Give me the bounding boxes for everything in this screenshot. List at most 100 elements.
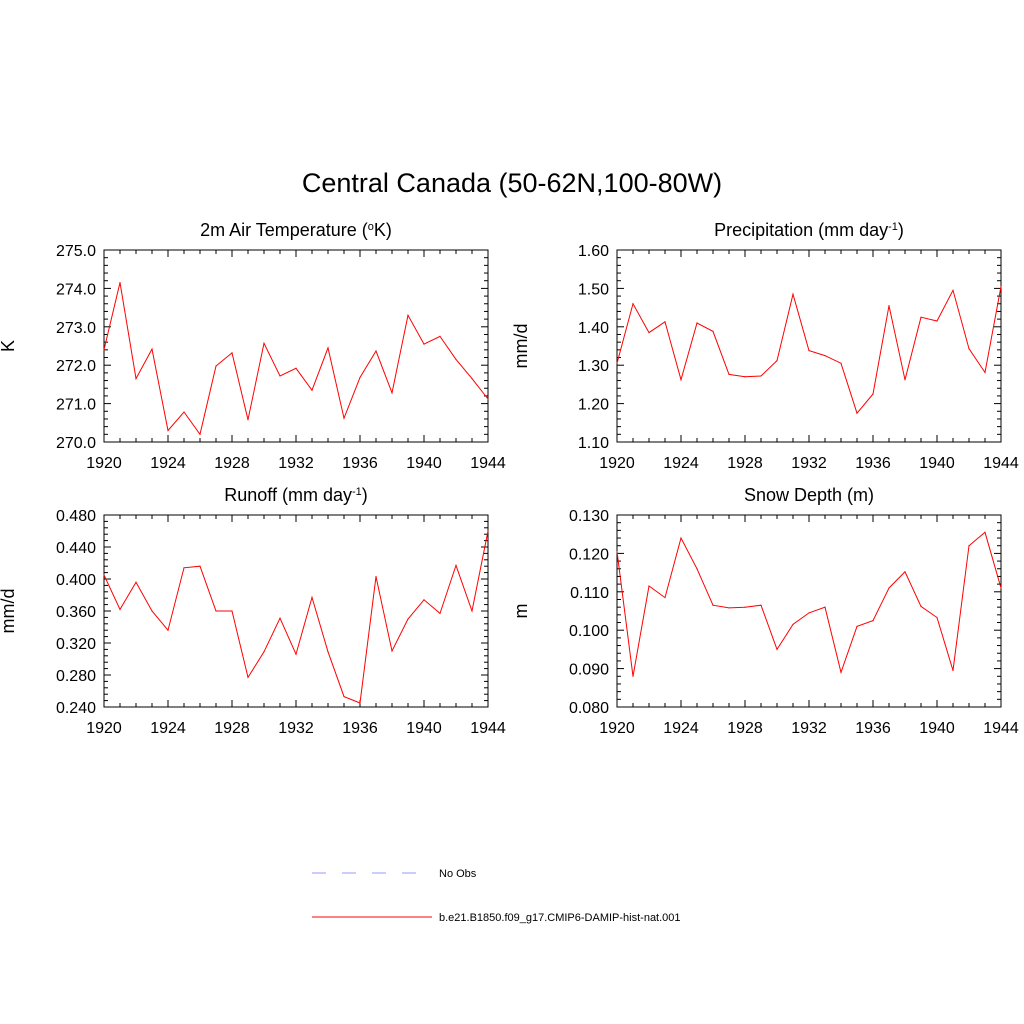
data-point [824,355,826,357]
x-tick-label: 1920 [599,720,635,737]
data-point [792,293,794,295]
x-tick-label: 1940 [406,720,442,737]
data-point [439,612,441,615]
y-axis-label: mm/d [511,324,531,369]
data-point [295,367,297,369]
data-point [343,417,345,419]
page-title: Central Canada (50-62N,100-80W) [301,168,723,198]
data-point [968,545,970,547]
y-tick-label: 272.0 [56,358,96,375]
data-point [167,629,169,631]
x-tick-label: 1932 [791,455,827,472]
data-point [135,378,137,380]
data-point [632,303,634,305]
y-axis-label: mm/d [0,589,18,634]
data-point [151,610,153,612]
data-point [856,625,858,627]
panel-title-sup: o [368,221,374,233]
data-point [680,379,682,381]
data-point [247,419,249,421]
panel-3: 1920 1924 1928 1932 1936 1940 1944 0.240 0.280 0.… [0,485,506,737]
data-point [215,365,217,367]
x-tick-label: 1928 [214,720,250,737]
data-point [439,335,441,337]
data-point [215,610,217,612]
plot-frame [103,514,489,708]
data-point [952,669,954,672]
data-point [183,567,185,569]
data-point [295,653,297,655]
data-point [487,530,489,532]
x-tick-label: 1920 [599,455,635,472]
x-tick-label: 1940 [919,720,955,737]
data-point [904,379,906,381]
data-point [904,571,906,573]
data-point [840,362,842,364]
data-point [231,610,233,612]
panel-4: 1920 1924 1928 1932 1936 1940 1944 0.080 0.090 0.… [511,485,1019,737]
data-point [119,282,121,284]
data-point [712,330,714,333]
y-tick-label: 275.0 [56,243,96,260]
data-point [455,564,457,567]
data-point [888,587,890,589]
data-point [391,392,393,394]
data-point [231,352,233,354]
plot-frame [103,249,489,443]
panel-title-end: ) [898,220,904,240]
data-point [712,604,714,606]
data-point [119,608,121,611]
panel-title-sup: -1 [888,221,898,233]
data-point [760,375,762,377]
panel-title-main: Runoff (mm day [224,485,352,505]
y-tick-label: 0.080 [569,700,609,717]
data-point [728,373,730,376]
y-tick-label: 1.40 [578,320,609,337]
x-tick-label: 1928 [214,455,250,472]
data-point [279,617,281,619]
y-tick-label: 0.120 [569,546,609,563]
data-point [407,618,409,620]
panel-title-end: ) [362,485,368,505]
panel-title: Runoff (mm day-1) [224,485,368,505]
y-tick-label: 271.0 [56,397,96,414]
data-point [792,623,794,626]
data-point [856,412,858,414]
x-tick-label: 1924 [663,720,699,737]
data-point [359,702,361,704]
data-point [632,675,634,677]
data-point [664,321,666,323]
panel-title: Precipitation (mm day-1) [714,220,904,240]
x-tick-label: 1944 [470,720,506,737]
data-point [183,411,185,413]
plot-frame [616,514,1002,708]
y-tick-label: 0.100 [569,623,609,640]
x-tick-label: 1920 [86,720,122,737]
data-point [968,348,970,350]
y-tick-label: 0.440 [56,540,96,557]
y-tick-label: 0.240 [56,700,96,717]
data-point [375,576,377,578]
y-tick-label: 1.30 [578,358,609,375]
data-point [167,429,169,432]
data-point [135,581,137,583]
data-point [487,398,489,400]
data-point [936,320,938,322]
data-point [776,648,778,651]
x-tick-label: 1940 [406,455,442,472]
x-tick-label: 1936 [342,455,378,472]
panel-title-main: 2m Air Temperature ( [200,220,368,240]
y-tick-label: 0.400 [56,572,96,589]
data-point [263,342,265,344]
data-point [359,376,361,379]
series-line [103,530,489,704]
data-point [920,605,922,607]
data-point [616,550,618,553]
data-point [888,305,890,307]
data-point [1000,587,1002,589]
panel-title-main: Snow Depth (m) [744,485,874,505]
data-point [343,696,345,698]
x-tick-label: 1920 [86,455,122,472]
y-tick-label: 1.50 [578,281,609,298]
